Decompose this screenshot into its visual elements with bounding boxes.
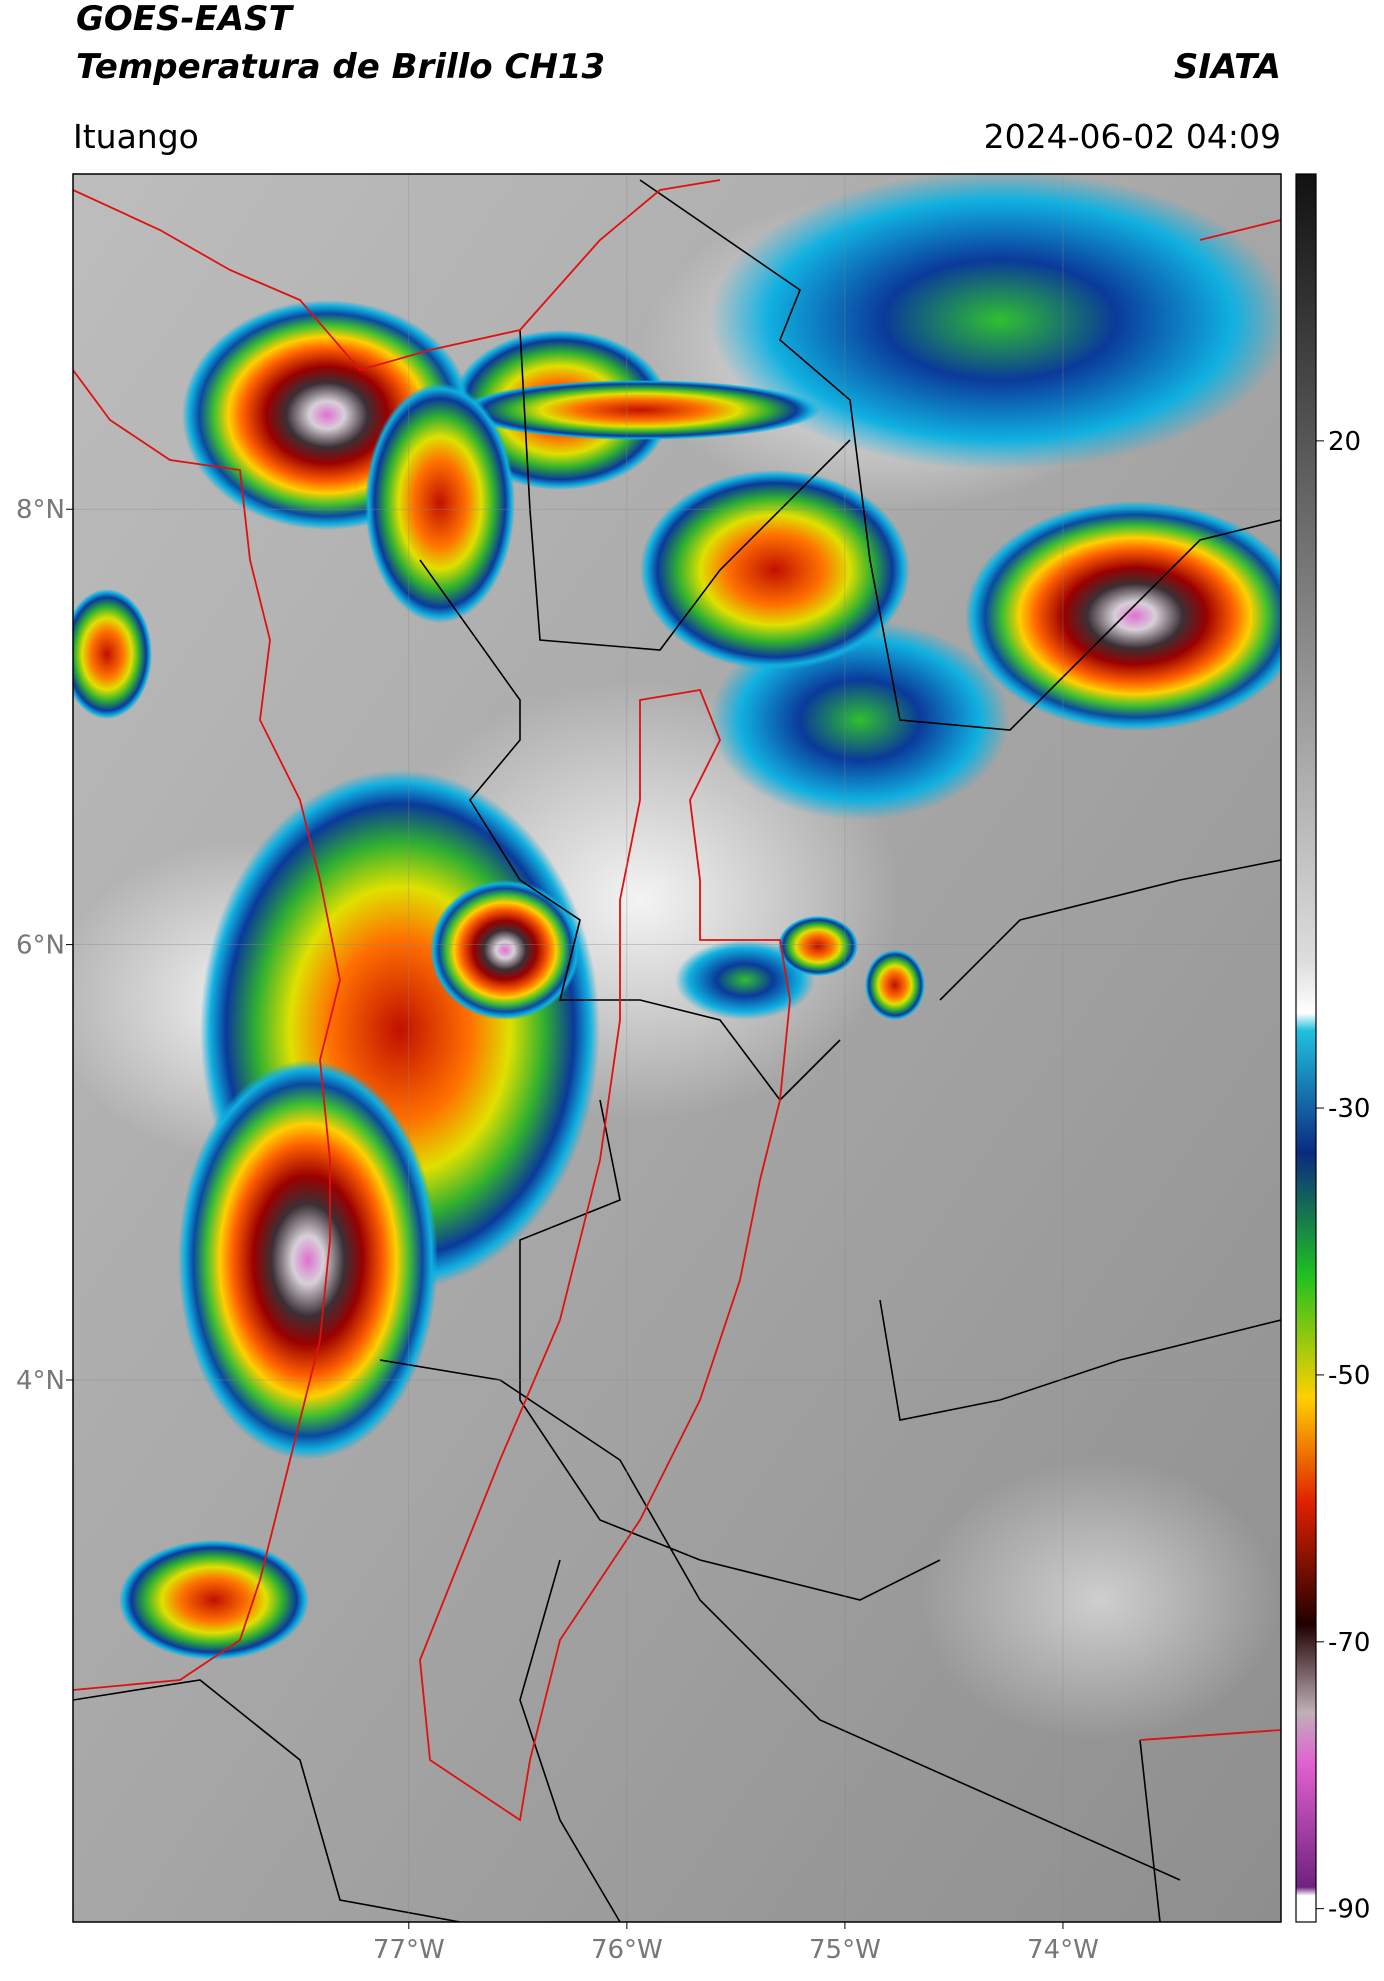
brand: SIATA bbox=[1174, 47, 1281, 87]
x-tick-label: 77°W bbox=[373, 1935, 445, 1965]
colorbar-label: -50 bbox=[1328, 1361, 1370, 1391]
colorbar-label: -90 bbox=[1328, 1895, 1370, 1925]
x-tick-label: 74°W bbox=[1027, 1935, 1099, 1965]
colorbar-label: -30 bbox=[1328, 1094, 1370, 1124]
y-tick-label: 8°N bbox=[16, 495, 65, 525]
subtitle: Temperatura de Brillo CH13 bbox=[76, 47, 605, 87]
colorbar-label: 20 bbox=[1328, 427, 1361, 457]
colorbar-label: -70 bbox=[1328, 1628, 1370, 1658]
title: GOES-EAST bbox=[76, 0, 295, 39]
satellite-image bbox=[73, 174, 1281, 1922]
datetime: 2024-06-02 04:09 bbox=[984, 117, 1281, 156]
grid bbox=[73, 174, 1281, 1922]
location: Ituango bbox=[73, 117, 199, 156]
x-tick-label: 76°W bbox=[591, 1935, 663, 1965]
x-tick-label: 75°W bbox=[809, 1935, 881, 1965]
y-tick-label: 6°N bbox=[16, 931, 65, 961]
colorbar bbox=[1295, 173, 1317, 1923]
map-frame bbox=[72, 173, 1282, 1923]
y-tick-label: 4°N bbox=[16, 1366, 65, 1396]
